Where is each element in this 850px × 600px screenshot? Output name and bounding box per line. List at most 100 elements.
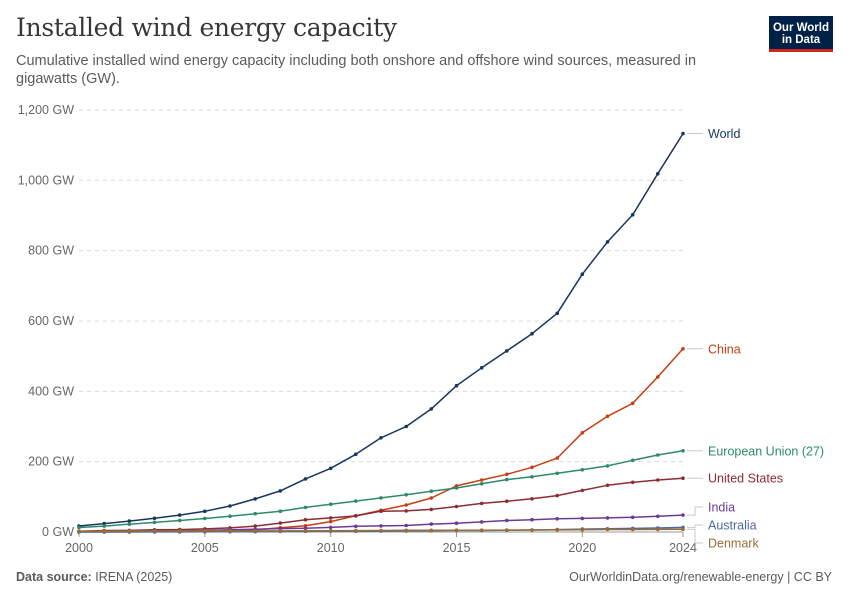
data-point-united-states[interactable] [681,476,685,481]
data-point-united-states[interactable] [454,504,459,509]
series-line-united-states[interactable] [78,477,684,532]
data-point-world[interactable] [203,509,207,514]
data-point-european-union-27[interactable] [203,516,207,521]
footer-url-credit[interactable]: OurWorldinData.org/renewable-energy | CC… [569,570,832,584]
data-point-european-union-27[interactable] [479,482,484,486]
data-point-european-union-27[interactable] [177,518,182,523]
data-point-india[interactable] [379,524,383,528]
data-point-united-states[interactable] [630,480,635,485]
series-line-world[interactable] [78,133,684,527]
data-point-world[interactable] [102,521,106,526]
data-point-denmark[interactable] [630,527,635,532]
data-point-world[interactable] [152,516,157,521]
data-point-denmark[interactable] [228,529,232,533]
data-point-denmark[interactable] [379,528,383,533]
series-label-australia[interactable]: Australia [708,519,757,533]
data-point-world[interactable] [127,519,132,523]
data-point-china[interactable] [530,465,534,470]
data-point-denmark[interactable] [429,528,434,533]
data-point-denmark[interactable] [127,529,132,533]
series-label-world[interactable]: World [708,127,740,141]
data-point-china[interactable] [328,519,333,524]
data-point-european-union-27[interactable] [127,522,132,526]
series-line-china[interactable] [79,348,684,533]
data-point-european-union-27[interactable] [429,489,434,494]
data-point-china[interactable] [404,503,409,507]
data-point-united-states[interactable] [379,509,383,513]
data-point-world[interactable] [580,272,585,277]
data-point-european-union-27[interactable] [303,505,308,510]
series-denmark[interactable] [77,527,685,534]
data-point-india[interactable] [354,524,358,529]
data-point-denmark[interactable] [656,527,660,532]
data-point-denmark[interactable] [530,528,534,532]
data-point-india[interactable] [605,516,610,520]
data-point-european-union-27[interactable] [605,464,610,468]
data-point-india[interactable] [505,518,509,523]
data-point-india[interactable] [303,526,308,530]
data-point-india[interactable] [630,515,635,520]
data-point-european-union-27[interactable] [656,453,660,457]
data-point-india[interactable] [429,522,434,526]
data-point-world[interactable] [429,407,434,411]
data-point-china[interactable] [429,496,434,500]
data-point-denmark[interactable] [681,527,685,532]
data-point-world[interactable] [454,383,459,388]
data-point-china[interactable] [656,375,660,379]
data-point-denmark[interactable] [152,529,157,533]
data-point-united-states[interactable] [328,516,333,520]
data-point-world[interactable] [479,366,484,370]
data-point-european-union-27[interactable] [505,477,509,482]
data-point-united-states[interactable] [404,509,409,513]
data-point-india[interactable] [404,523,409,528]
data-point-denmark[interactable] [404,528,409,533]
data-point-european-union-27[interactable] [328,502,333,507]
series-label-china[interactable]: China [708,342,741,356]
data-point-world[interactable] [681,131,685,136]
data-point-denmark[interactable] [328,528,333,533]
data-point-india[interactable] [479,520,484,524]
data-point-united-states[interactable] [580,488,585,493]
data-point-india[interactable] [530,517,534,522]
data-point-denmark[interactable] [77,529,81,533]
data-point-european-union-27[interactable] [454,486,459,490]
data-point-denmark[interactable] [177,529,182,533]
data-point-world[interactable] [253,497,257,501]
data-point-denmark[interactable] [555,528,559,532]
data-point-united-states[interactable] [656,478,660,482]
data-point-european-union-27[interactable] [630,458,635,463]
data-point-united-states[interactable] [429,507,434,512]
data-point-denmark[interactable] [253,529,257,533]
series-world[interactable] [77,131,685,528]
data-point-european-union-27[interactable] [681,449,685,453]
data-point-world[interactable] [605,240,610,244]
data-point-china[interactable] [505,472,509,477]
data-point-denmark[interactable] [303,529,308,533]
data-point-world[interactable] [278,489,283,493]
data-point-india[interactable] [328,525,333,530]
data-point-world[interactable] [228,504,232,508]
data-point-world[interactable] [177,513,182,517]
data-point-denmark[interactable] [354,528,358,533]
data-point-denmark[interactable] [278,529,283,533]
data-point-china[interactable] [630,401,635,406]
data-point-european-union-27[interactable] [278,509,283,513]
data-point-denmark[interactable] [203,529,207,533]
data-point-denmark[interactable] [505,528,509,532]
data-point-world[interactable] [404,424,409,429]
data-point-india[interactable] [681,513,685,517]
data-point-world[interactable] [303,477,308,481]
data-point-china[interactable] [555,456,559,460]
series-label-india[interactable]: India [708,501,735,515]
data-point-denmark[interactable] [454,528,459,532]
data-point-world[interactable] [630,213,635,217]
series-label-european-union-27[interactable]: European Union (27) [708,444,824,458]
data-point-united-states[interactable] [354,514,358,518]
data-point-european-union-27[interactable] [102,524,106,528]
data-point-united-states[interactable] [605,483,610,488]
data-point-european-union-27[interactable] [555,471,559,476]
series-european-union-27[interactable] [77,449,685,530]
data-point-india[interactable] [454,521,459,525]
data-point-european-union-27[interactable] [404,492,409,497]
data-point-united-states[interactable] [278,521,283,525]
